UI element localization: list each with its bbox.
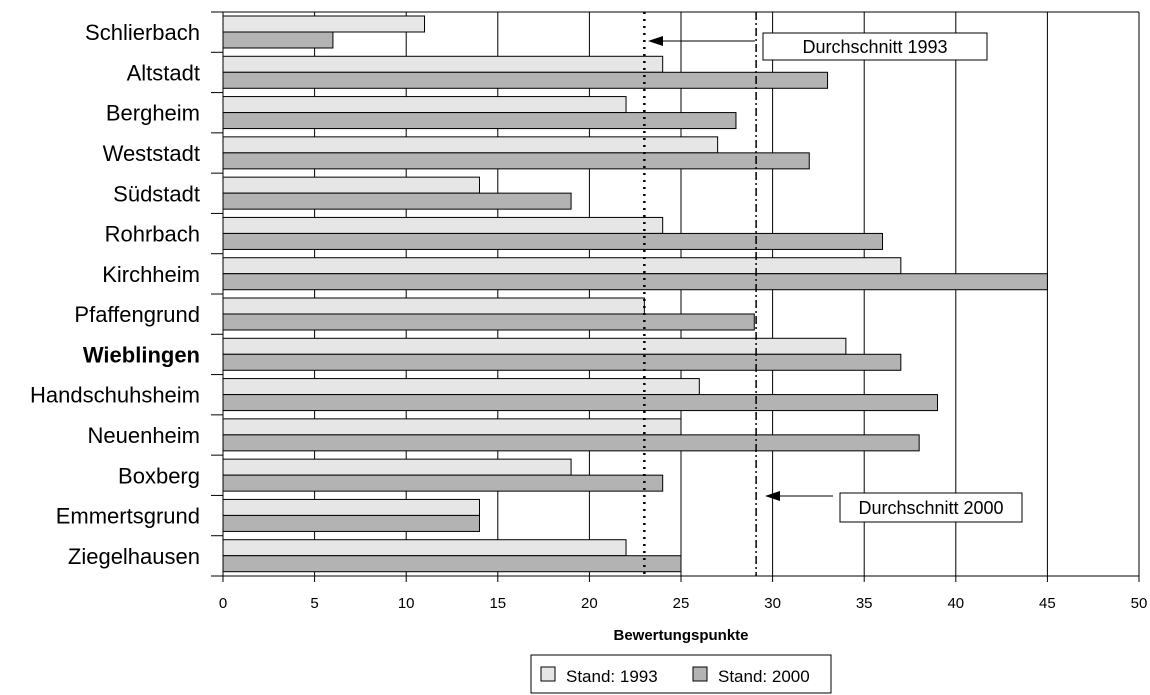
x-tick-label: 50 — [1131, 595, 1148, 612]
category-label: Kirchheim — [102, 262, 200, 287]
bars-layer — [222, 15, 1048, 573]
bar-2000 — [222, 31, 334, 49]
x-tick-label: 20 — [581, 595, 598, 612]
bar-1993 — [222, 378, 700, 396]
bar-1993 — [222, 418, 682, 436]
bar-2000 — [222, 474, 664, 492]
bar-1993 — [222, 55, 664, 73]
bar-1993 — [222, 297, 645, 315]
category-label: Pfaffengrund — [74, 302, 200, 327]
category-label: Altstadt — [127, 60, 200, 85]
bar-2000 — [222, 514, 480, 532]
axis-layer — [211, 11, 1140, 582]
x-tick-label: 35 — [856, 595, 873, 612]
annotation-text-2000: Durchschnitt 2000 — [858, 498, 1003, 518]
bar-2000 — [222, 152, 810, 170]
bar-1993 — [222, 337, 847, 355]
x-tick-label: 40 — [947, 595, 964, 612]
category-label: Rohrbach — [105, 222, 200, 247]
x-tick-label: 25 — [673, 595, 690, 612]
legend-label-1993: Stand: 1993 — [566, 667, 658, 686]
bar-2000 — [222, 394, 938, 412]
category-label: Ziegelhausen — [68, 544, 200, 569]
category-label: Weststadt — [103, 141, 200, 166]
legend-swatch-1993 — [540, 666, 556, 682]
legend-box — [530, 654, 832, 694]
bar-2000 — [222, 273, 1048, 291]
bar-1993 — [222, 176, 480, 194]
bar-1993 — [222, 216, 664, 234]
legend-swatch-2000 — [692, 666, 708, 682]
legend: Stand: 1993 Stand: 2000 — [530, 654, 832, 694]
category-label: Südstadt — [113, 181, 200, 206]
legend-label-2000: Stand: 2000 — [718, 667, 810, 686]
bar-2000 — [222, 313, 755, 331]
annotation-box-1993 — [762, 32, 988, 61]
category-label: Handschuhsheim — [30, 383, 200, 408]
bar-1993 — [222, 498, 480, 516]
bar-1993 — [222, 15, 426, 33]
bar-2000 — [222, 434, 920, 452]
bar-2000 — [222, 353, 902, 371]
category-label: Boxberg — [118, 463, 200, 488]
x-tick-label: 0 — [219, 595, 227, 612]
bar-2000 — [222, 555, 682, 573]
bar-2000 — [222, 232, 884, 250]
annotation-arrowhead-2000 — [765, 491, 780, 501]
x-axis-title: Bewertungspunkte — [613, 627, 748, 644]
bar-2000 — [222, 112, 737, 130]
bar-1993 — [222, 458, 572, 476]
category-label: Neuenheim — [87, 423, 200, 448]
x-tick-label: 5 — [310, 595, 318, 612]
bar-1993 — [222, 257, 902, 275]
annotation-box-2000 — [839, 492, 1023, 523]
bar-1993 — [222, 96, 627, 114]
bar-1993 — [222, 539, 627, 557]
category-label: Schlierbach — [85, 20, 200, 45]
reference-lines-layer: Durchschnitt 1993 Durchschnitt 2000 — [643, 12, 1023, 576]
annotation-arrowhead-1993 — [648, 36, 663, 46]
x-tick-label: 45 — [1039, 595, 1056, 612]
x-tick-label: 30 — [764, 595, 781, 612]
category-label: Bergheim — [106, 101, 200, 126]
x-tick-label: 10 — [398, 595, 415, 612]
bar-2000 — [222, 71, 829, 89]
category-label: Wieblingen — [83, 342, 200, 367]
annotation-text-1993: Durchschnitt 1993 — [802, 37, 947, 57]
category-label: Emmertsgrund — [56, 504, 200, 529]
labels-layer: 0 5 10 15 20 25 30 35 40 45 50 Schlierbach Altstadt B… — [30, 20, 1147, 612]
x-tick-label: 15 — [489, 595, 506, 612]
bar-2000 — [222, 192, 572, 210]
